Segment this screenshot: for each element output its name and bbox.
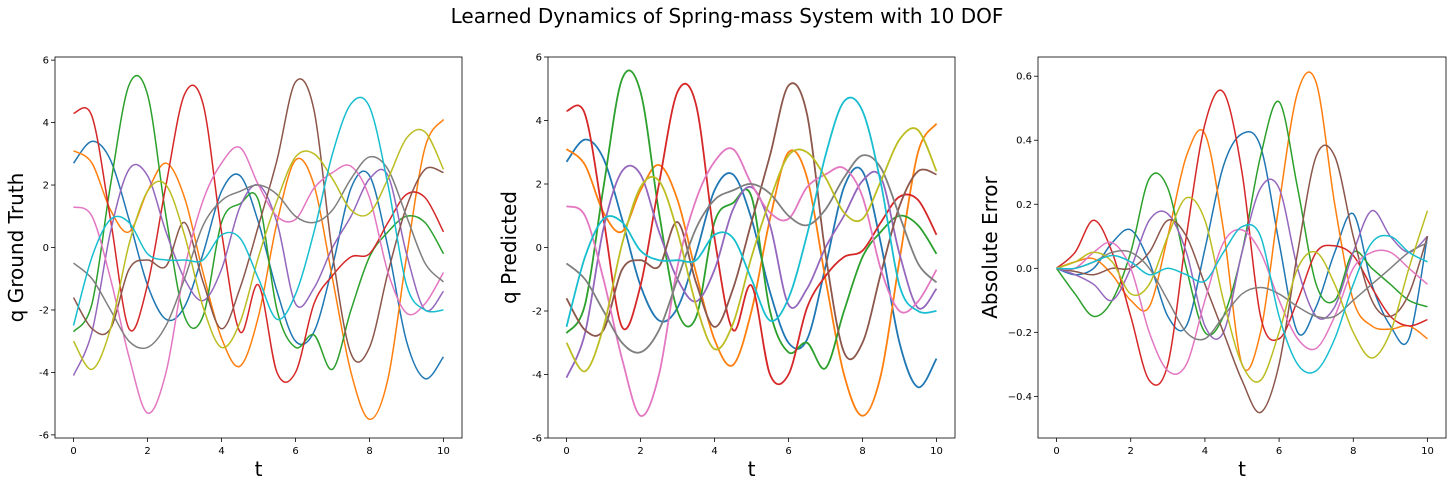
x-axis-label: t xyxy=(1238,457,1246,481)
y-tick-label: 0.4 xyxy=(1016,136,1032,147)
y-tick-label: 0 xyxy=(43,243,49,254)
x-tick-label: 8 xyxy=(859,446,865,457)
y-tick-label: -4 xyxy=(532,370,542,381)
series-line-10 xyxy=(72,96,444,326)
subplot-absolute-error: 0 2 4 6 8 10 −0.4 −0.2 0.0 0.2 0.4 0.6 t Absolute Err… xyxy=(978,56,1447,481)
x-tick-label: 10 xyxy=(437,446,450,457)
x-tick-label: 2 xyxy=(144,446,150,457)
x-tick-label: 0 xyxy=(563,446,569,457)
y-tick-label: −0.2 xyxy=(1008,328,1032,339)
series-line-4 xyxy=(566,82,938,386)
series-line-4 xyxy=(73,84,445,383)
y-tick-label: 4 xyxy=(536,116,542,127)
series-group xyxy=(72,74,445,421)
series-line-9 xyxy=(72,128,445,371)
axes-frame xyxy=(1037,56,1447,439)
axes-frame xyxy=(54,56,463,439)
series-line-1 xyxy=(1056,130,1429,346)
y-tick-label: 2 xyxy=(536,180,542,191)
x-tick-label: 10 xyxy=(1421,446,1434,457)
x-tick-label: 4 xyxy=(1202,446,1208,457)
figure-title: Learned Dynamics of Spring-mass System w… xyxy=(450,4,1004,28)
y-axis-label: Absolute Error xyxy=(978,175,1002,318)
series-line-10 xyxy=(1056,223,1428,374)
series-line-1 xyxy=(72,140,445,380)
series-line-6 xyxy=(565,82,937,361)
series-line-7 xyxy=(566,147,938,417)
x-tick-label: 4 xyxy=(711,446,717,457)
x-tick-label: 4 xyxy=(218,446,224,457)
x-tick-label: 2 xyxy=(637,446,643,457)
y-tick-label: -6 xyxy=(532,434,542,445)
x-tick-label: 8 xyxy=(366,446,372,457)
subplot-ground-truth: 0 2 4 6 8 10 -6 -4 -2 0 2 4 6 t q Ground Truth xyxy=(4,56,463,481)
series-line-5 xyxy=(565,164,938,379)
y-tick-label: 4 xyxy=(43,118,49,129)
x-axis-label: t xyxy=(255,457,263,481)
series-group xyxy=(1055,71,1429,414)
y-tick-label: 6 xyxy=(43,56,49,67)
series-line-6 xyxy=(72,78,444,363)
y-axis-label: q Predicted xyxy=(497,191,521,304)
x-tick-label: 8 xyxy=(1350,446,1356,457)
series-line-9 xyxy=(565,127,938,373)
axes-frame xyxy=(547,56,956,439)
x-tick-label: 0 xyxy=(1053,446,1059,457)
series-line-2 xyxy=(565,123,938,417)
y-tick-label: −0.4 xyxy=(1008,392,1032,403)
y-axis-label: q Ground Truth xyxy=(4,173,28,323)
x-tick-label: 0 xyxy=(70,446,76,457)
x-tick-label: 6 xyxy=(785,446,791,457)
series-line-7 xyxy=(73,146,445,414)
x-tick-label: 6 xyxy=(292,446,298,457)
y-tick-label: -6 xyxy=(39,430,49,441)
y-tick-label: 6 xyxy=(536,53,542,64)
x-axis-label: t xyxy=(748,457,756,481)
y-tick-label: -2 xyxy=(39,305,49,316)
subplot-predicted: 0 2 4 6 8 10 -6 -4 -2 0 2 4 6 t q Predicted xyxy=(497,53,956,481)
y-tick-label: 0.6 xyxy=(1016,72,1032,83)
series-line-8 xyxy=(1056,242,1428,341)
y-tick-label: -4 xyxy=(39,368,49,379)
series-line-6 xyxy=(1056,144,1429,414)
y-tick-label: 2 xyxy=(43,181,49,192)
y-tick-label: -2 xyxy=(532,307,542,318)
series-line-9 xyxy=(1056,196,1429,383)
x-tick-label: 6 xyxy=(1276,446,1282,457)
x-tick-label: 2 xyxy=(1128,446,1134,457)
series-group xyxy=(565,69,938,417)
x-tick-label: 10 xyxy=(930,446,943,457)
y-tick-label: 0 xyxy=(536,243,542,254)
series-line-8 xyxy=(73,155,445,350)
series-line-2 xyxy=(1056,71,1428,372)
series-line-5 xyxy=(1056,178,1428,340)
series-line-10 xyxy=(565,96,937,328)
y-tick-label: 0.0 xyxy=(1016,264,1032,275)
y-tick-label: 0.2 xyxy=(1016,200,1032,211)
